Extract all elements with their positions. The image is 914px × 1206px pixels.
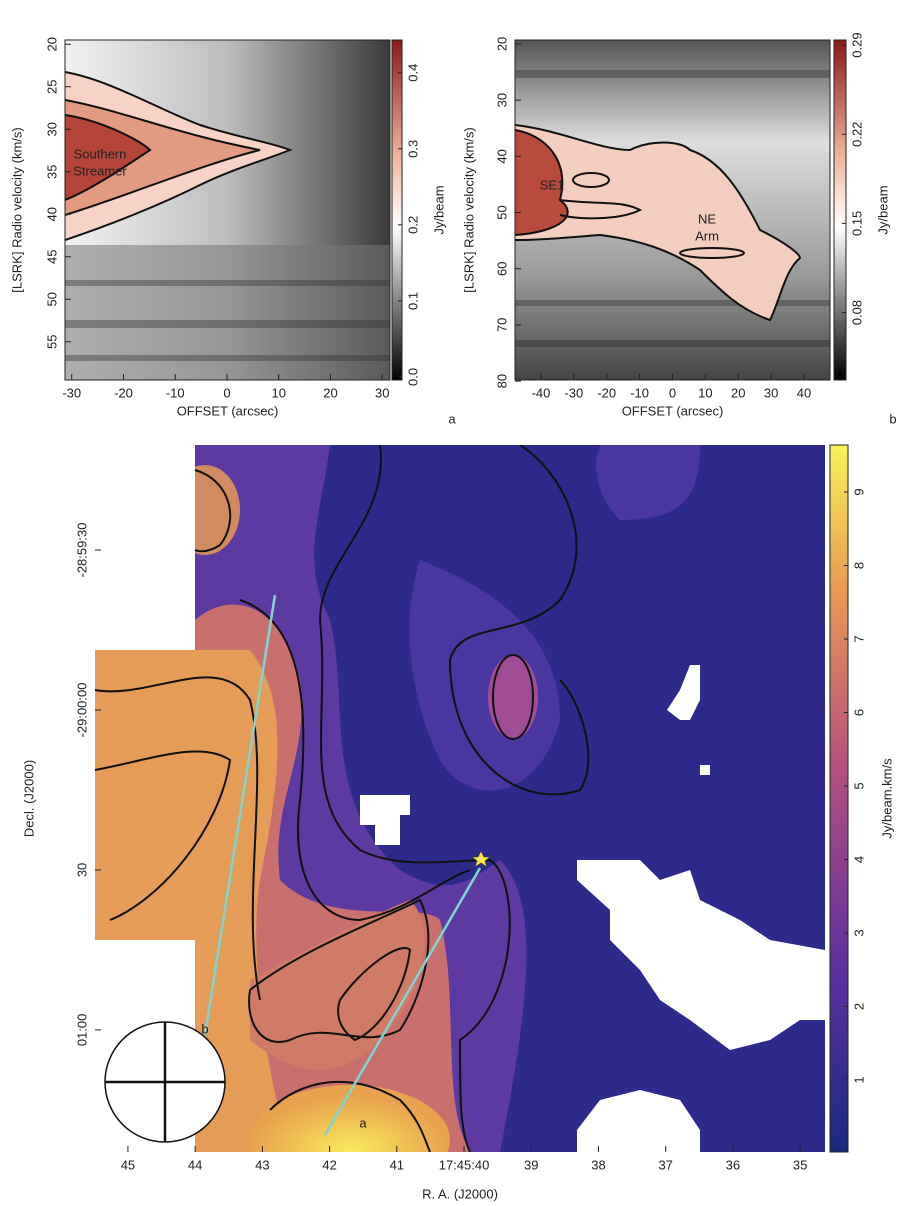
annotation: b — [201, 1021, 208, 1036]
annotation: Southern — [74, 146, 127, 161]
x-tick-label: 30 — [375, 385, 389, 400]
colorbar — [833, 39, 847, 381]
pv-image-b — [515, 40, 830, 380]
x-tick-label: 37 — [658, 1157, 672, 1172]
x-tick-label: 30 — [764, 385, 778, 400]
y-tick-label: 25 — [44, 80, 59, 94]
colorbar-tick-label: 0.4 — [405, 64, 420, 82]
x-tick-label: 10 — [698, 385, 712, 400]
colorbar-label: Jy/beam.km/s — [879, 758, 894, 839]
colorbar-tick-label: 6 — [851, 709, 866, 716]
panel-label: a — [448, 411, 456, 426]
annotation: a — [359, 1115, 367, 1130]
panel-label: b — [889, 411, 896, 426]
colorbar-tick-label: 4 — [851, 856, 866, 863]
annotation: SE1 — [540, 177, 565, 192]
colorbar — [391, 39, 403, 381]
x-tick-label: -40 — [532, 385, 551, 400]
y-tick-label: 50 — [494, 205, 509, 219]
x-tick-label: 20 — [323, 385, 337, 400]
y-tick-label: 50 — [44, 292, 59, 306]
y-tick-label: 40 — [44, 207, 59, 221]
colorbar-tick-label: 5 — [851, 782, 866, 789]
y-tick-label: 40 — [494, 149, 509, 163]
x-tick-label: 0 — [223, 385, 230, 400]
y-tick-label: 30 — [44, 122, 59, 136]
x-tick-label: 35 — [793, 1157, 807, 1172]
colorbar-tick-label: 0.29 — [849, 32, 864, 57]
y-tick-label: 35 — [44, 165, 59, 179]
colorbar-label: Jy/beam — [875, 185, 890, 234]
colorbar-tick-label: 1 — [851, 1076, 866, 1083]
x-tick-label: 0 — [669, 385, 676, 400]
colorbar-tick-label: 2 — [851, 1003, 866, 1010]
y-tick-label: 70 — [494, 318, 509, 332]
colorbar-tick-label: 3 — [851, 929, 866, 936]
annotation: Streamer — [73, 163, 127, 178]
x-tick-label: -10 — [630, 385, 649, 400]
x-tick-label: 20 — [731, 385, 745, 400]
x-tick-label: 45 — [121, 1157, 135, 1172]
annotation: Arm — [695, 228, 719, 243]
colorbar-label: Jy/beam — [431, 185, 446, 234]
x-tick-label: 10 — [271, 385, 285, 400]
x-tick-label: -30 — [564, 385, 583, 400]
y-tick-label: 20 — [494, 37, 509, 51]
x-tick-label: -20 — [114, 385, 133, 400]
colorbar-tick-label: 9 — [851, 488, 866, 495]
colorbar-tick-label: 0.1 — [405, 292, 420, 310]
colorbar — [829, 444, 849, 1153]
x-axis-label: R. A. (J2000) — [422, 1186, 498, 1201]
colorbar-tick-label: 0.3 — [405, 140, 420, 158]
y-axis-label: Decl. (J2000) — [21, 760, 36, 837]
y-axis-label: [LSRK] Radio velocity (km/s) — [461, 127, 476, 292]
y-tick-label: 45 — [44, 250, 59, 264]
colorbar-tick-label: 0.0 — [405, 368, 420, 386]
x-tick-label: -20 — [597, 385, 616, 400]
colorbar-tick-label: 7 — [851, 635, 866, 642]
colorbar-tick-label: 0.22 — [849, 122, 864, 147]
y-tick-label: -28:59:30 — [74, 523, 89, 578]
y-tick-label: 80 — [494, 374, 509, 388]
y-axis-label: [LSRK] Radio velocity (km/s) — [9, 127, 24, 292]
x-tick-label: -30 — [62, 385, 81, 400]
moment-map — [95, 445, 825, 1152]
x-tick-label: 36 — [726, 1157, 740, 1172]
y-tick-label: 30 — [74, 863, 89, 877]
y-tick-label: 60 — [494, 261, 509, 275]
y-tick-label: -29:00:00 — [74, 683, 89, 738]
colorbar-tick-label: 0.15 — [849, 211, 864, 236]
beam — [104, 1021, 226, 1143]
colorbar-tick-label: 0.08 — [849, 300, 864, 325]
pv-image-a — [65, 40, 390, 380]
x-axis-label: OFFSET (arcsec) — [177, 403, 279, 418]
x-tick-label: 44 — [188, 1157, 202, 1172]
y-tick-label: 20 — [44, 37, 59, 51]
x-tick-label: 42 — [322, 1157, 336, 1172]
colorbar-tick-label: 8 — [851, 562, 866, 569]
plot-frame — [64, 39, 391, 381]
x-tick-label: 40 — [797, 385, 811, 400]
x-tick-label: 41 — [390, 1157, 404, 1172]
x-tick-label: 43 — [255, 1157, 269, 1172]
x-tick-label: 38 — [591, 1157, 605, 1172]
annotation: NE — [698, 211, 716, 226]
x-tick-label: -10 — [166, 385, 185, 400]
x-axis-label: OFFSET (arcsec) — [622, 403, 724, 418]
y-tick-label: 01:00 — [74, 1014, 89, 1047]
x-tick-label: 17:45:40 — [439, 1157, 490, 1172]
y-tick-label: 55 — [44, 335, 59, 349]
colorbar-tick-label: 0.2 — [405, 216, 420, 234]
y-tick-label: 30 — [494, 93, 509, 107]
x-tick-label: 39 — [524, 1157, 538, 1172]
